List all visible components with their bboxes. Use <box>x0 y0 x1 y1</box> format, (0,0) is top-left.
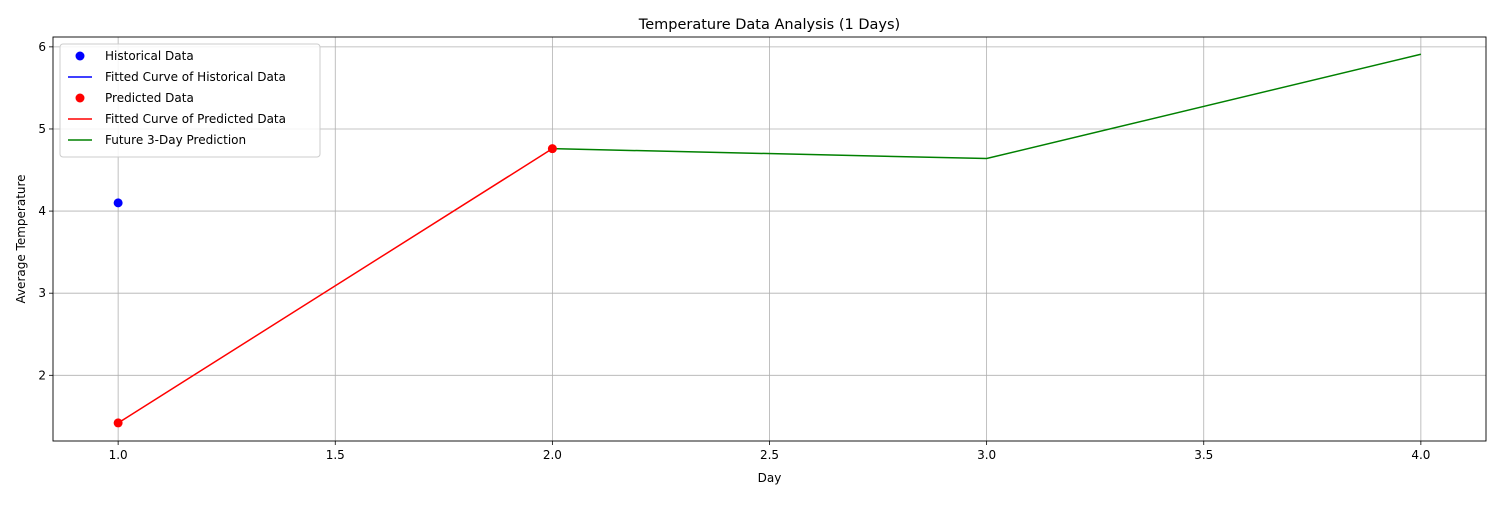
series-line <box>117 148 553 424</box>
x-tick-label: 1.0 <box>109 448 128 462</box>
x-tick-label: 3.0 <box>977 448 996 462</box>
legend-marker <box>75 93 85 103</box>
legend-label: Fitted Curve of Predicted Data <box>105 112 286 126</box>
legend: Historical Data Fitted Curve of Historica… <box>59 43 321 158</box>
x-axis-ticks: 1.0 1.5 2.0 2.5 3.0 3.5 4.0 <box>109 441 1430 462</box>
data-point <box>547 144 557 154</box>
legend-label: Predicted Data <box>105 91 194 105</box>
y-axis-ticks: 2 3 4 5 6 <box>38 40 53 382</box>
x-tick-label: 1.5 <box>326 448 345 462</box>
plot-series <box>113 53 1422 428</box>
y-tick-label: 5 <box>38 122 46 136</box>
data-point <box>113 198 123 208</box>
x-tick-label: 3.5 <box>1194 448 1213 462</box>
data-point <box>113 418 123 428</box>
x-tick-label: 2.5 <box>760 448 779 462</box>
legend-label: Historical Data <box>105 49 194 63</box>
y-axis-label: Average Temperature <box>14 174 28 303</box>
x-tick-label: 4.0 <box>1411 448 1430 462</box>
legend-label: Future 3-Day Prediction <box>105 133 246 147</box>
legend-box <box>59 43 321 158</box>
chart-title: Temperature Data Analysis (1 Days) <box>638 17 900 33</box>
x-axis-label: Day <box>758 471 782 485</box>
y-tick-label: 6 <box>38 40 46 54</box>
y-tick-label: 4 <box>38 204 46 218</box>
legend-marker <box>75 51 85 61</box>
series-line <box>552 53 1422 160</box>
legend-label: Fitted Curve of Historical Data <box>105 70 286 84</box>
y-tick-label: 3 <box>38 286 46 300</box>
y-tick-label: 2 <box>38 368 46 382</box>
x-tick-label: 2.0 <box>543 448 562 462</box>
